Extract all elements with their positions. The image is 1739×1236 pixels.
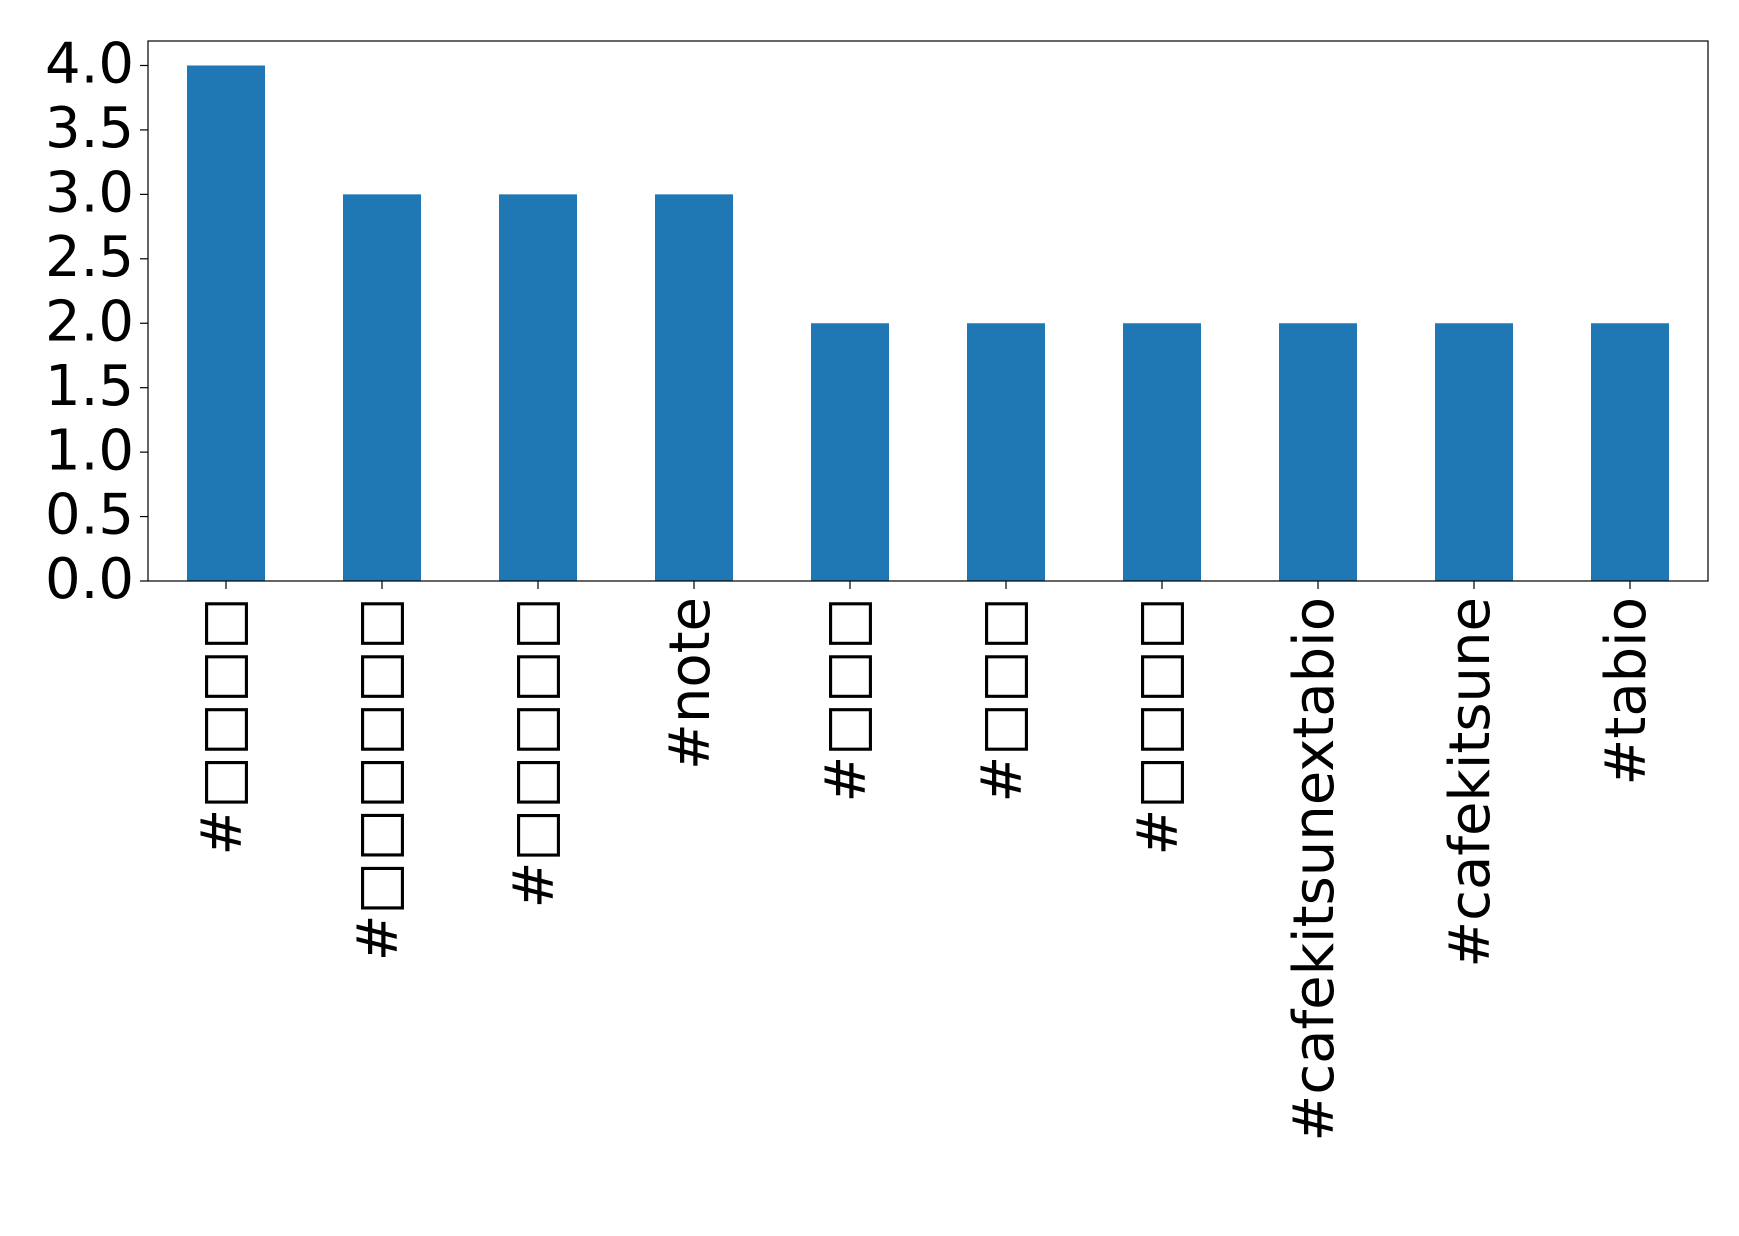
- x-tick-label: #□□□: [970, 597, 1035, 803]
- y-tick-label: 1.5: [45, 354, 134, 419]
- y-tick-label: 0.5: [45, 483, 134, 548]
- bar: [655, 194, 733, 581]
- bar: [187, 65, 265, 581]
- y-tick-label: 2.5: [45, 225, 134, 290]
- x-tick-label: #tabio: [1594, 597, 1659, 786]
- bar: [343, 194, 421, 581]
- y-tick-label: 4.0: [45, 32, 134, 97]
- y-tick-label: 3.0: [45, 161, 134, 226]
- y-tick-label: 1.0: [45, 418, 134, 483]
- x-tick-label: #cafekitsune: [1438, 597, 1503, 968]
- bar: [1435, 323, 1513, 581]
- x-tick-label: #cafekitsunextabio: [1282, 597, 1347, 1142]
- y-tick-label: 0.0: [45, 547, 134, 612]
- bar: [1279, 323, 1357, 581]
- x-tick-label: #□□□□□□: [346, 597, 411, 961]
- bar: [1123, 323, 1201, 581]
- x-tick-label: #□□□□: [190, 597, 255, 856]
- bar: [499, 194, 577, 581]
- x-tick-label: #□□□□: [1126, 597, 1191, 856]
- x-tick-label: #□□□: [814, 597, 879, 803]
- axes-frame: [147, 40, 1709, 582]
- bar: [1591, 323, 1669, 581]
- y-tick-label: 3.5: [45, 96, 134, 161]
- x-tick-label: #note: [658, 597, 723, 770]
- x-tick-label: #□□□□□: [502, 597, 567, 908]
- bar: [967, 323, 1045, 581]
- y-tick-label: 2.0: [45, 289, 134, 354]
- bar: [811, 323, 889, 581]
